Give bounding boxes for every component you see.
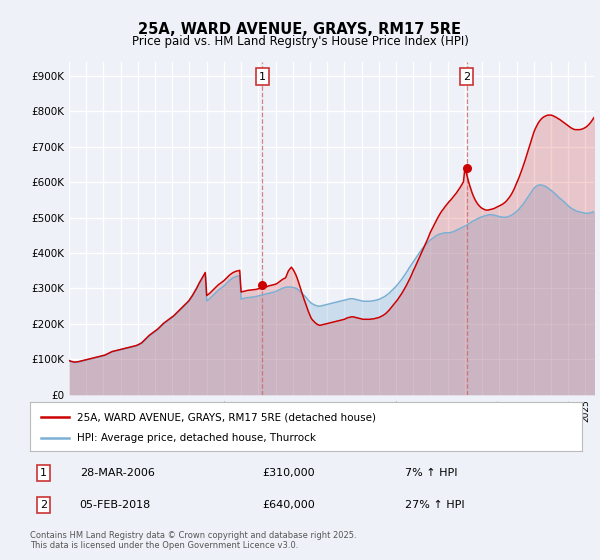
Text: 28-MAR-2006: 28-MAR-2006 [80,468,155,478]
Text: £640,000: £640,000 [262,500,314,510]
Text: 1: 1 [259,72,266,82]
Text: HPI: Average price, detached house, Thurrock: HPI: Average price, detached house, Thur… [77,433,316,444]
Text: 2: 2 [463,72,470,82]
Text: Price paid vs. HM Land Registry's House Price Index (HPI): Price paid vs. HM Land Registry's House … [131,35,469,48]
Text: 25A, WARD AVENUE, GRAYS, RM17 5RE: 25A, WARD AVENUE, GRAYS, RM17 5RE [139,22,461,38]
Text: 27% ↑ HPI: 27% ↑ HPI [406,500,465,510]
Point [257,281,267,290]
Text: 05-FEB-2018: 05-FEB-2018 [80,500,151,510]
Text: 7% ↑ HPI: 7% ↑ HPI [406,468,458,478]
Text: 25A, WARD AVENUE, GRAYS, RM17 5RE (detached house): 25A, WARD AVENUE, GRAYS, RM17 5RE (detac… [77,412,376,422]
Text: 1: 1 [40,468,47,478]
Point [462,164,472,172]
Text: £310,000: £310,000 [262,468,314,478]
Text: 2: 2 [40,500,47,510]
Text: Contains HM Land Registry data © Crown copyright and database right 2025.
This d: Contains HM Land Registry data © Crown c… [30,531,356,550]
